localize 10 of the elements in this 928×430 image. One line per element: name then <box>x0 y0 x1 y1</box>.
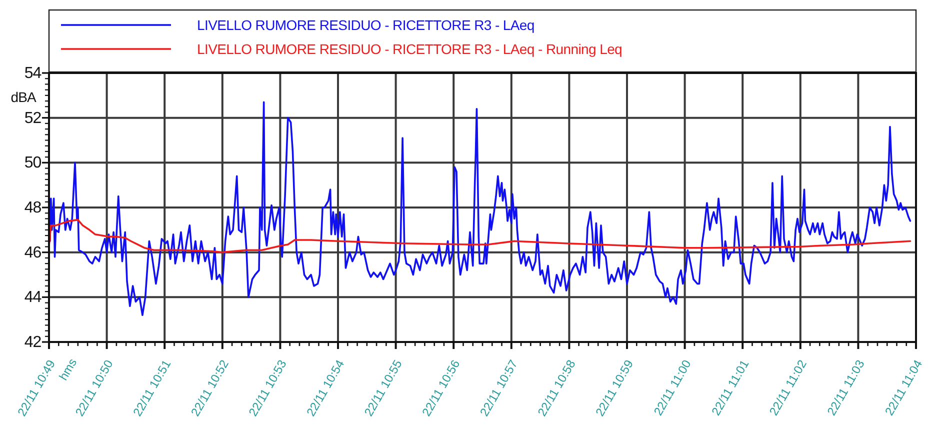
y-tick-label: 52 <box>24 109 42 126</box>
y-tick-label: 48 <box>24 199 42 216</box>
y-tick-label: 54 <box>24 64 42 82</box>
y-tick-label: 44 <box>24 288 42 306</box>
text: LIVELLO RUMORE RESIDUO - RICETTORE R3 - LAeq - Running Leq <box>197 41 622 57</box>
y-tick-label: 42 <box>24 334 42 350</box>
y-axis-title: dBA <box>10 89 38 105</box>
y-tick-label: 50 <box>24 154 42 172</box>
y-tick-label: 46 <box>24 244 42 261</box>
text: LIVELLO RUMORE RESIDUO - RICETTORE R3 - LAeq <box>197 17 534 33</box>
